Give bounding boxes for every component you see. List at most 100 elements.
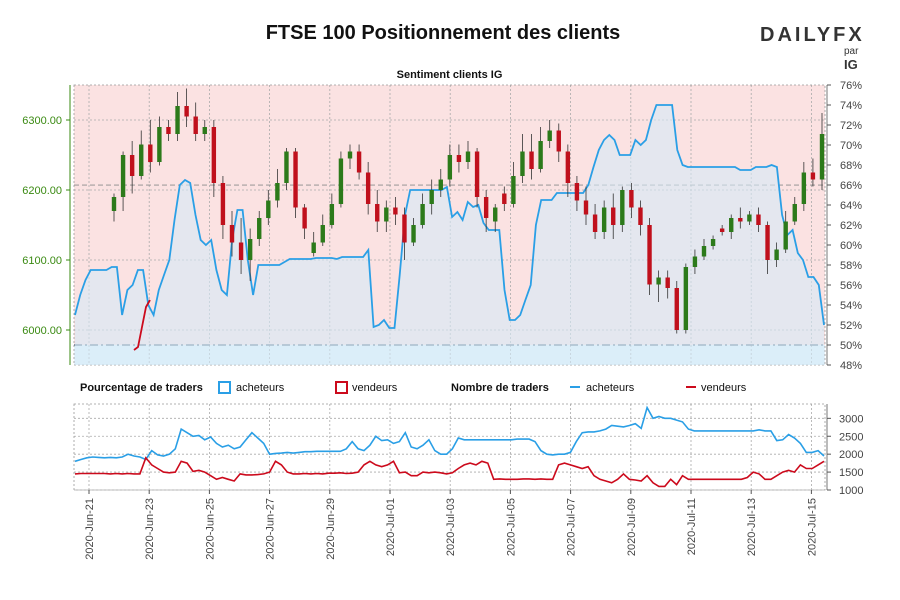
candle — [601, 200, 607, 239]
pct-tick-label: 72% — [840, 120, 862, 132]
candle — [738, 207, 743, 229]
count-tick-label: 1500 — [839, 467, 863, 479]
candle-body — [701, 246, 707, 257]
candle — [719, 225, 725, 236]
panel-subtitle: Sentiment clients IG — [397, 69, 503, 81]
count-tick-label: 2000 — [839, 449, 863, 461]
price-tick-label: 6000.00 — [22, 325, 62, 337]
candle — [356, 144, 362, 180]
candle — [692, 249, 698, 274]
candle — [520, 134, 525, 183]
date-tick-label: 2020-Jun-25 — [204, 498, 216, 560]
candle — [483, 190, 489, 232]
candle-body — [638, 207, 643, 225]
price-tick-label: 6200.00 — [22, 185, 62, 197]
candle-body — [656, 277, 661, 285]
candle — [411, 218, 416, 246]
pct-tick-label: 56% — [840, 280, 862, 292]
candle — [592, 204, 598, 239]
candle-body — [729, 218, 734, 232]
pct-tick-label: 66% — [840, 180, 862, 192]
candle-body — [665, 277, 670, 288]
candle — [175, 92, 180, 141]
candle — [665, 270, 670, 299]
candle — [756, 207, 761, 232]
candle — [229, 211, 235, 257]
pct-tick-label: 76% — [840, 80, 862, 92]
buyers-pct-area — [75, 105, 824, 365]
price-tick-label: 6100.00 — [22, 255, 62, 267]
candle-body — [783, 221, 788, 250]
candle — [166, 120, 171, 141]
pct-tick-label: 64% — [840, 200, 862, 212]
candle-body — [238, 242, 244, 260]
candle — [783, 211, 788, 253]
candle-body — [247, 239, 253, 260]
legend-count-sellers-label: vendeurs — [701, 382, 747, 394]
candle — [611, 193, 616, 239]
candle-body — [601, 207, 607, 232]
candle-body — [184, 106, 189, 117]
candle-body — [765, 225, 770, 260]
candle-body — [202, 127, 207, 134]
date-tick-label: 2020-Jun-29 — [325, 498, 337, 560]
candle — [139, 130, 144, 180]
candle — [683, 263, 689, 334]
candle-body — [438, 179, 443, 190]
candle — [247, 228, 253, 281]
candle — [429, 179, 434, 215]
candle-body — [148, 144, 153, 162]
candle-body — [166, 127, 171, 134]
candle-body — [547, 130, 552, 141]
candle — [801, 162, 807, 211]
candle — [574, 176, 580, 211]
date-tick-label: 2020-Jul-11 — [686, 498, 698, 555]
candle-body — [329, 204, 335, 225]
candle-body — [275, 183, 280, 201]
candle — [402, 207, 407, 260]
candle-body — [493, 207, 498, 222]
buyers-pct-line — [74, 104, 825, 329]
date-tick-label: 2020-Jul-09 — [626, 498, 638, 556]
candle — [375, 190, 380, 232]
candle-body — [220, 183, 226, 225]
candle-body — [456, 155, 462, 162]
candle — [638, 200, 643, 236]
candle-body — [211, 127, 217, 183]
candle-body — [311, 242, 316, 253]
date-tick-label: 2020-Jun-27 — [265, 498, 277, 560]
candle — [447, 144, 453, 187]
candle-body — [738, 218, 743, 222]
candle-body — [402, 214, 407, 243]
legend-pct-sellers-label: vendeurs — [352, 382, 398, 394]
date-tick-label: 2020-Jul-03 — [445, 498, 457, 556]
legend-pct-title: Pourcentage de traders — [80, 382, 203, 394]
candle-body — [120, 155, 126, 197]
pct-tick-label: 58% — [840, 260, 862, 272]
pct-tick-label: 74% — [840, 100, 862, 112]
legend-count-title: Nombre de traders — [451, 382, 549, 394]
candle-body — [157, 127, 162, 162]
candle — [729, 214, 734, 239]
candle-body — [375, 204, 380, 222]
candle-body — [139, 144, 144, 176]
candle-body — [611, 207, 616, 225]
panel-border — [73, 84, 826, 366]
candle — [284, 148, 289, 190]
candle — [111, 193, 117, 222]
date-tick-label: 2020-Jul-07 — [566, 498, 578, 556]
candle-body — [502, 193, 507, 204]
candle-body — [565, 151, 571, 183]
candle-body — [465, 151, 471, 162]
candle-body — [683, 267, 689, 330]
candle — [238, 218, 244, 274]
candle — [538, 127, 543, 173]
date-tick-label: 2020-Jul-13 — [746, 498, 758, 556]
candle-body — [483, 197, 489, 218]
candle-body — [747, 214, 752, 222]
candle-body — [756, 214, 761, 225]
candle — [438, 169, 443, 197]
candle-body — [474, 151, 480, 197]
candle — [120, 151, 126, 211]
